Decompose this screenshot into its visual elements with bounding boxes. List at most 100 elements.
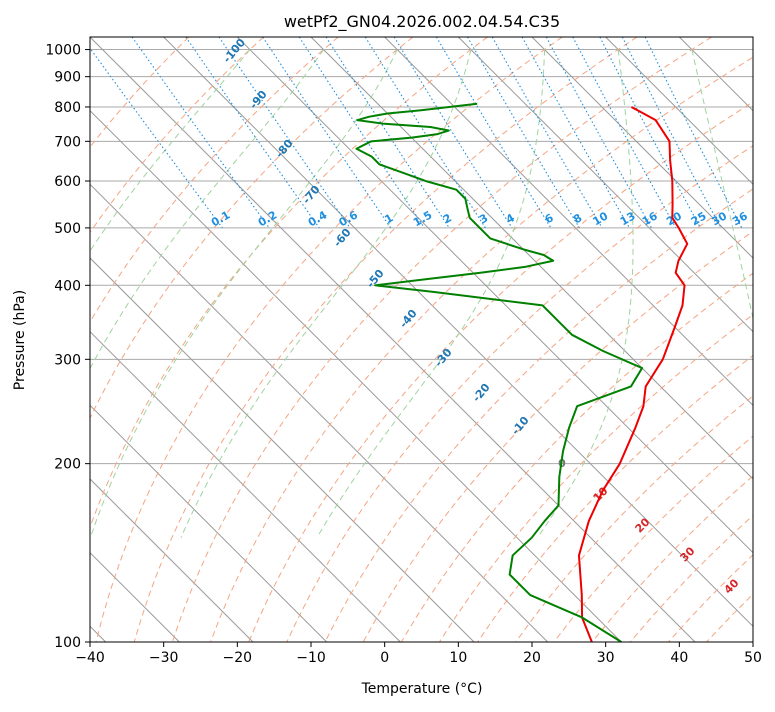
moist-adiabat (90, 49, 251, 252)
temperature-profile (577, 106, 689, 642)
dry-adiabat (553, 435, 753, 642)
x-tick-label: 40 (670, 650, 688, 666)
dry-adiabat (515, 395, 753, 642)
y-tick-label: 400 (54, 278, 81, 294)
mixing-ratio-label: 1.5 (411, 208, 434, 229)
x-axis-label: Temperature (°C) (361, 681, 483, 697)
x-tick-label: 20 (523, 650, 541, 666)
dry-adiabat (324, 188, 753, 642)
x-tick-label: 0 (380, 650, 389, 666)
mixing-ratio-line (185, 37, 320, 229)
isotherm-line (90, 37, 696, 642)
x-tick-label: −30 (149, 650, 179, 666)
mixing-ratio-label: 0.1 (209, 208, 232, 229)
mixing-ratio-label: 25 (689, 209, 709, 228)
dry-adiabat (90, 37, 414, 420)
mixing-ratio-line (521, 37, 630, 229)
isotherm-line (90, 478, 254, 642)
isotherm-line (752, 37, 753, 38)
moist-adiabat (691, 49, 753, 321)
mixing-ratio-label: 0.4 (306, 208, 330, 229)
isotherm-line (384, 37, 753, 407)
mixing-ratio-label: 10 (591, 209, 611, 228)
isotherm-annotation: 20 (633, 515, 653, 535)
dry-adiabat (95, 37, 563, 642)
dry-adiabat (90, 37, 190, 148)
isotherm-line (236, 37, 753, 554)
moist-adiabat (316, 49, 546, 538)
isotherm-annotation: -10 (509, 414, 532, 438)
mixing-ratio-label: 1 (382, 211, 395, 226)
y-tick-label: 700 (54, 134, 81, 150)
mixing-ratio-line (435, 37, 552, 229)
x-tick-label: −10 (296, 650, 326, 666)
dry-adiabat (706, 593, 753, 642)
mixing-ratio-line (572, 37, 677, 229)
isotherm-annotation: 30 (678, 544, 698, 564)
sounding-profiles (355, 102, 689, 642)
x-tick-label: −20 (223, 650, 253, 666)
isotherm-annotation: 40 (722, 576, 742, 596)
dry-adiabat (210, 56, 753, 642)
mixing-ratio-label: 8 (571, 211, 584, 226)
dry-adiabat (133, 37, 638, 642)
moist-adiabat (180, 49, 472, 538)
mixing-ratio-line (325, 37, 450, 229)
y-tick-label: 200 (54, 457, 81, 473)
dewpoint-profile (355, 102, 644, 642)
y-tick-label: 100 (54, 635, 81, 651)
moist-adiabat (90, 49, 398, 538)
dry-adiabat (90, 37, 339, 323)
mixing-ratio-line (131, 37, 270, 229)
y-tick-label: 300 (54, 352, 81, 368)
y-axis-label: Pressure (hPa) (12, 290, 28, 390)
mixing-ratio-line (644, 37, 743, 229)
mixing-ratio-label: 2 (441, 211, 454, 226)
y-tick-label: 800 (54, 100, 81, 116)
mixing-ratio-line (599, 37, 702, 229)
mixing-ratio-line (364, 37, 486, 229)
y-tick-label: 600 (54, 174, 81, 190)
isotherm-annotation: -90 (247, 88, 270, 112)
isotherm-line (90, 404, 328, 642)
isotherm-line (531, 37, 753, 259)
x-tick-label: 10 (449, 650, 467, 666)
y-tick-label: 900 (54, 70, 81, 86)
isotherm-line (90, 330, 401, 642)
x-tick-label: 30 (597, 650, 615, 666)
plot-frame (89, 36, 754, 643)
isotherm-annotation: -70 (300, 183, 323, 207)
isotherm-line (163, 37, 753, 628)
x-tick-label: 50 (744, 650, 762, 666)
chart-title: wetPf2_GN04.2026.002.04.54.C35 (284, 12, 560, 32)
dry-adiabat (90, 37, 264, 234)
moist-adiabat (90, 49, 324, 370)
dry-adiabat (90, 37, 488, 529)
mixing-ratio-label: 36 (730, 209, 750, 228)
isotherm-annotation: -100 (220, 36, 248, 66)
mixing-ratio-label: 0.6 (337, 208, 361, 229)
background-lines: 0.1 0.2 0.4 0.6 1 1.5 2 3 4 6 8 10 13 16 20 25 30 36-100-… (90, 36, 753, 642)
isotherm-line (605, 37, 753, 186)
y-tick-label: 500 (54, 221, 81, 237)
isotherm-annotation: -80 (273, 137, 296, 161)
isotherm-line (457, 37, 753, 333)
mixing-ratio-line (393, 37, 513, 229)
isotherm-annotation: -20 (470, 381, 493, 405)
mixing-ratio-label: 4 (504, 211, 517, 226)
dry-adiabat (248, 101, 753, 642)
isotherm-line (90, 109, 622, 642)
mixing-ratio-line (218, 37, 351, 229)
isotherm-line (310, 37, 753, 480)
isotherm-annotation: -40 (397, 307, 420, 331)
mixing-ratio-label: 20 (664, 209, 684, 228)
mixing-ratio-line (262, 37, 392, 229)
isotherm-line (90, 183, 549, 642)
mixing-ratio-line (545, 37, 653, 229)
axes: −40 −30 −20 −10 0 10 20 30 40 50 100 200 300 400 500 60… (45, 43, 762, 666)
x-tick-label: −40 (75, 650, 105, 666)
mixing-ratio-line (90, 47, 223, 229)
isotherm-annotation: -30 (432, 346, 455, 370)
